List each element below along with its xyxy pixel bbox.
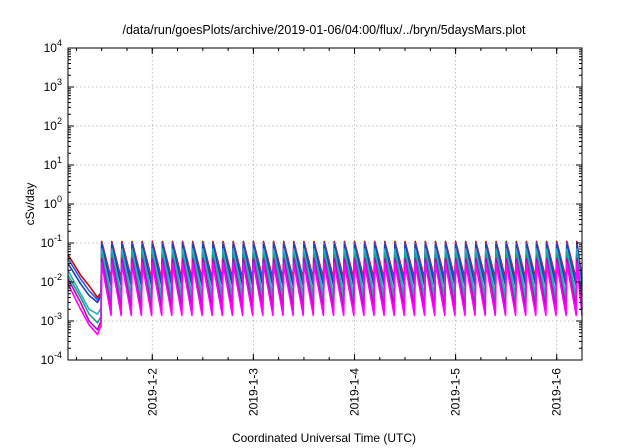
y-tick-label: 10-2 xyxy=(41,272,62,289)
tick-layer xyxy=(68,47,583,361)
series-line xyxy=(67,262,583,336)
y-tick-label: 101 xyxy=(44,155,62,172)
x-tick-label: 2019-1-2 xyxy=(145,368,159,416)
x-tick-label: 2019-1-3 xyxy=(246,368,260,416)
y-tick-label: 10-3 xyxy=(41,311,62,328)
x-tick-label: 2019-1-6 xyxy=(550,368,564,416)
y-tick-label: 102 xyxy=(44,116,62,133)
y-tick-label: 103 xyxy=(44,77,62,94)
series-layer xyxy=(67,240,583,336)
y-tick-label: 10-4 xyxy=(41,350,62,367)
chart-title: /data/run/goesPlots/archive/2019-01-06/0… xyxy=(122,23,526,37)
series-line xyxy=(67,248,583,315)
y-tick-label: 104 xyxy=(44,38,62,55)
series-line xyxy=(67,244,583,304)
y-tick-label: 100 xyxy=(44,194,62,211)
y-axis-label: cSv/day xyxy=(23,183,37,226)
x-tick-label: 2019-1-4 xyxy=(347,368,361,416)
y-tick-labels: 10-4 10-3 10-2 10-1 100 101 102 103 104 xyxy=(41,38,62,367)
x-tick-label: 2019-1-5 xyxy=(449,368,463,416)
y-tick-label: 10-1 xyxy=(41,233,62,250)
series-line xyxy=(67,257,583,331)
x-tick-labels: 2019-1-2 2019-1-3 2019-1-4 2019-1-5 2019-1-6 xyxy=(145,368,563,416)
x-axis-label: Coordinated Universal Time (UTC) xyxy=(232,431,416,445)
